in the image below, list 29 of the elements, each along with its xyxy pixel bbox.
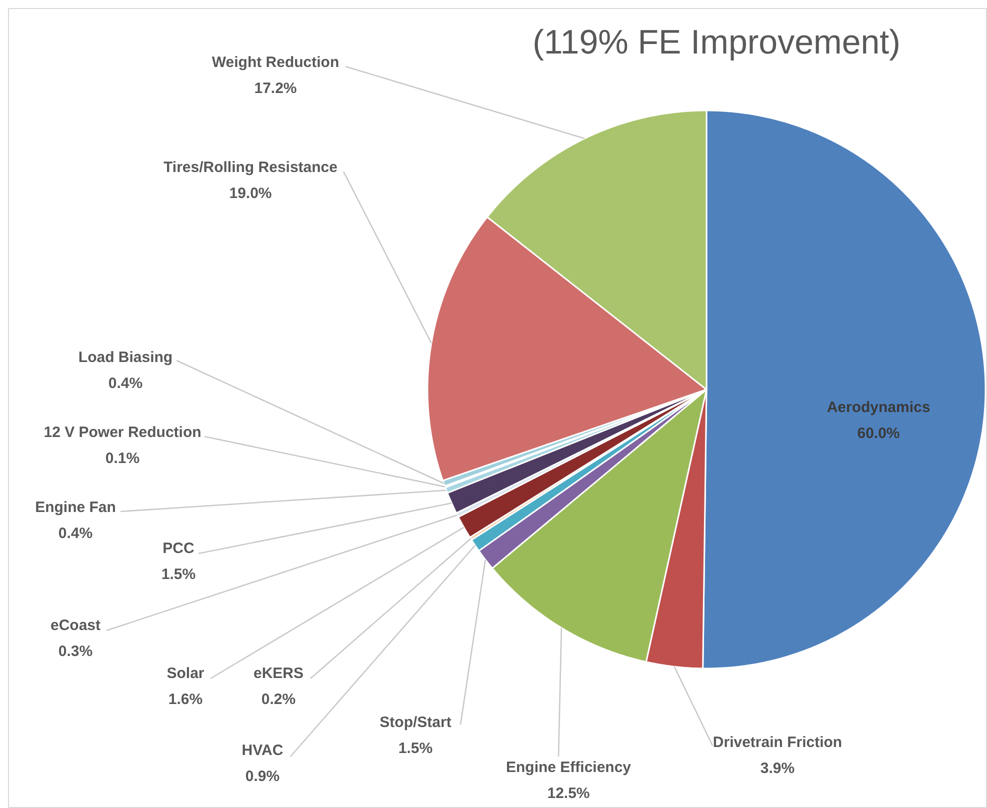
data-label: 0.1% — [105, 450, 140, 467]
data-label: 0.4% — [58, 525, 93, 542]
slice-label: Aerodynamics — [826, 399, 930, 416]
data-label: 12.5% — [547, 785, 590, 802]
data-label: 0.2% — [261, 691, 296, 708]
slice-label: Load Biasing — [78, 349, 173, 366]
slice-label: Solar — [166, 665, 204, 682]
data-label: 1.5% — [161, 566, 196, 583]
slice-label: HVAC — [242, 742, 284, 759]
slice-label: Tires/Rolling Resistance — [164, 159, 338, 176]
slice-label: Engine Fan — [35, 499, 116, 516]
data-label: 1.6% — [168, 691, 203, 708]
slice-label: 12 V Power Reduction — [44, 424, 202, 441]
slice-label: eCoast — [50, 617, 101, 634]
slice-label: Drivetrain Friction — [712, 734, 842, 751]
slice-label: Weight Reduction — [212, 54, 340, 71]
data-label: 3.9% — [760, 760, 795, 777]
data-label: 17.2% — [254, 80, 297, 97]
slice-label: Stop/Start — [380, 714, 452, 731]
data-label: 19.0% — [229, 185, 272, 202]
data-label: 0.3% — [58, 643, 93, 660]
chart-title: (119% FE Improvement) — [532, 24, 900, 62]
data-label: 60.0% — [857, 425, 900, 442]
slice-label: PCC — [162, 540, 194, 557]
data-label: 0.9% — [245, 768, 280, 785]
data-label: 0.4% — [108, 375, 143, 392]
slice-label: eKERS — [253, 665, 304, 682]
slice-label: Engine Efficiency — [506, 759, 632, 776]
data-label: 1.5% — [398, 740, 433, 757]
